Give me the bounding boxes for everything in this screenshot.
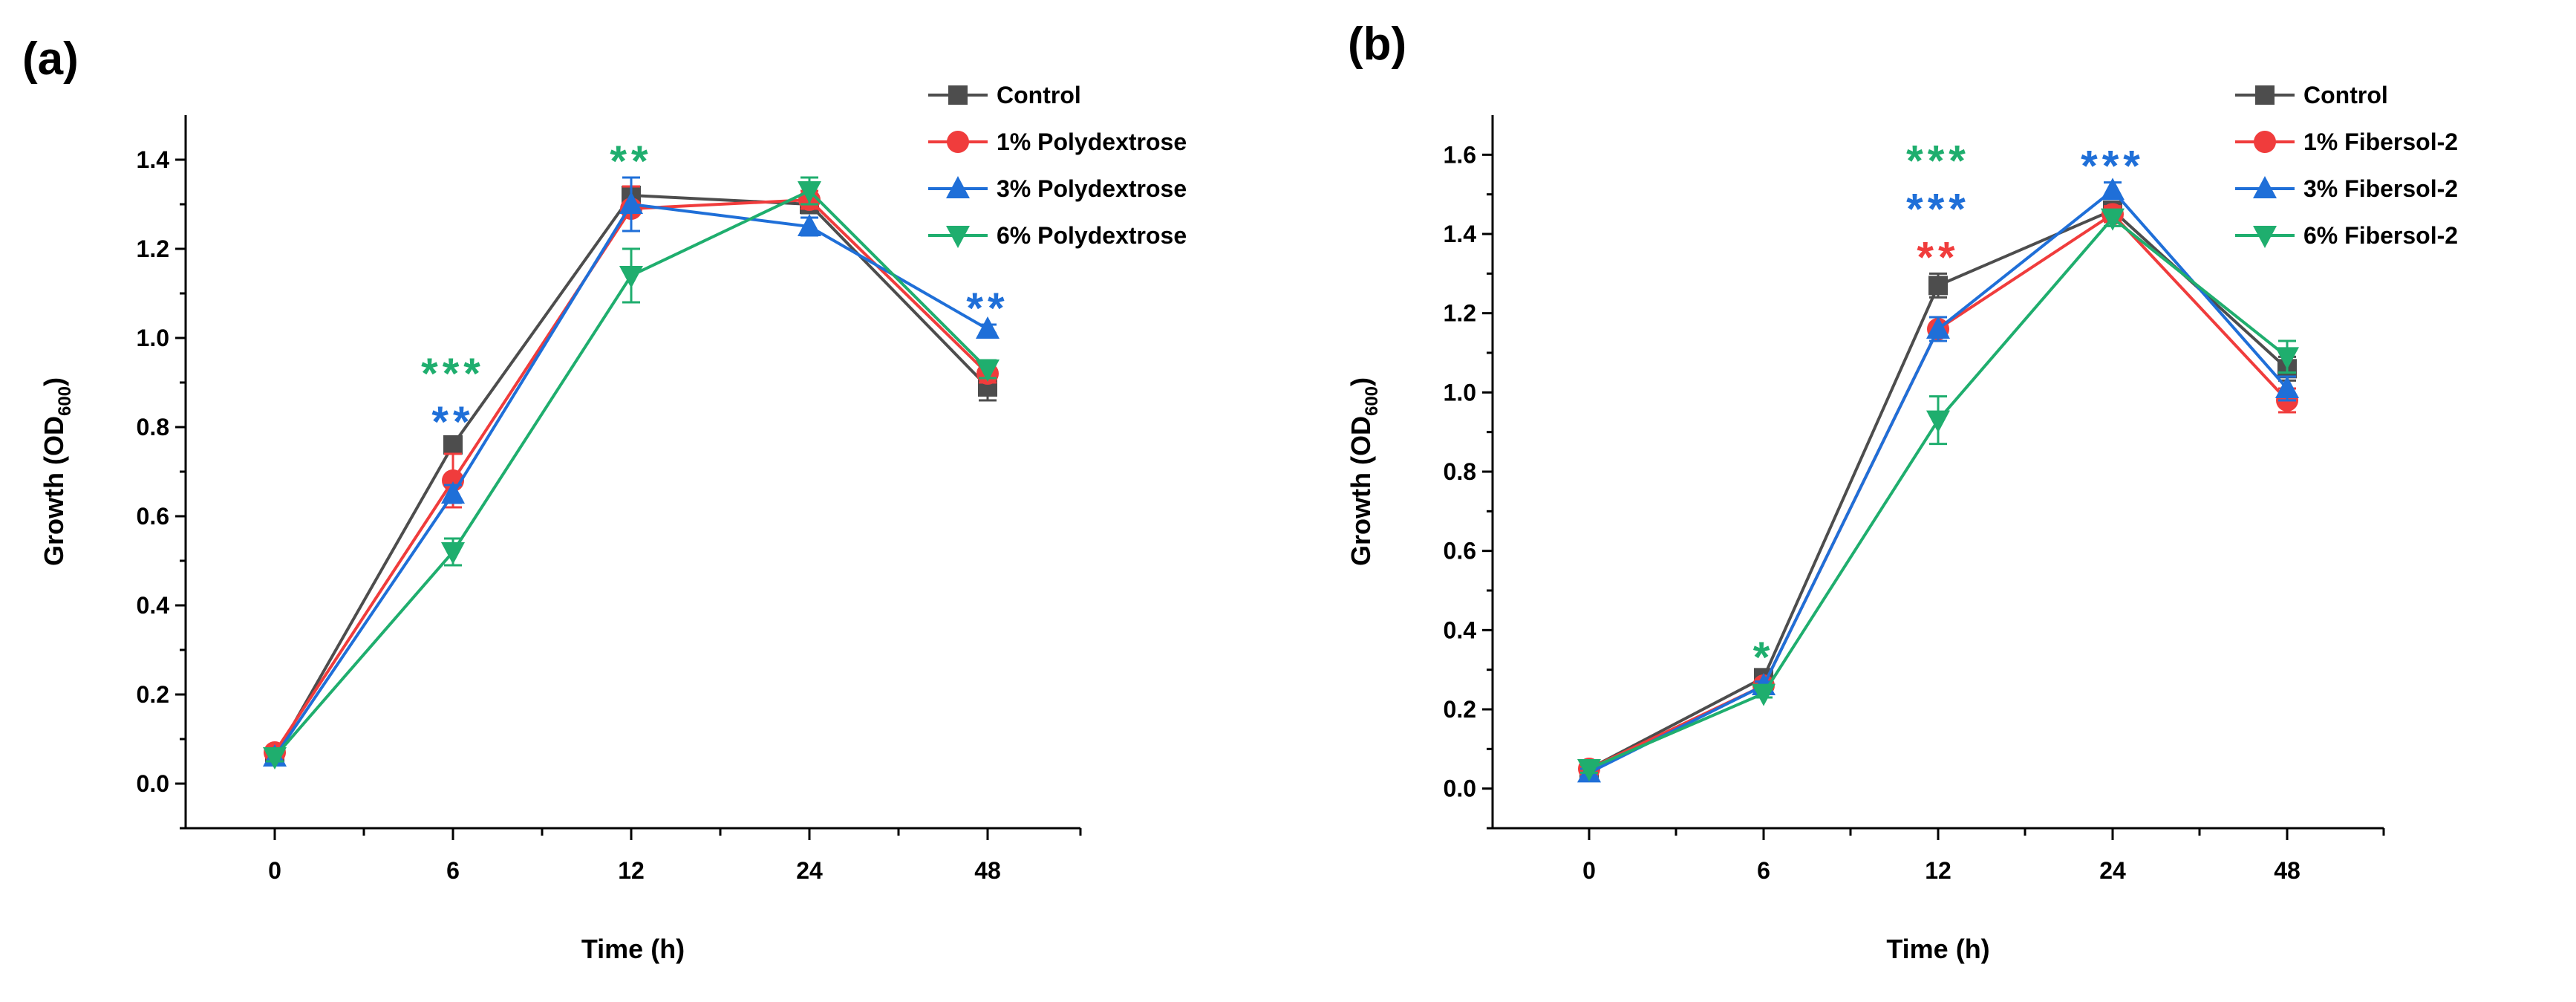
data-point	[798, 214, 821, 236]
legend-label: 3% Fibersol-2	[2303, 175, 2458, 202]
significance-stars: ***	[2081, 143, 2145, 191]
series-line	[1588, 215, 2289, 770]
legend-entry-2: 3% Fibersol-2	[2235, 175, 2458, 202]
data-point	[2275, 347, 2299, 370]
legend-marker	[2254, 131, 2276, 153]
significance-stars: **	[1917, 233, 1959, 282]
panel-label: (b)	[1348, 19, 1406, 70]
legend-marker	[2253, 176, 2277, 198]
significance-stars: ***	[1906, 137, 1970, 185]
legend-entry-1: 1% Fibersol-2	[2235, 128, 2458, 155]
y-tick-label: 0.4	[137, 592, 170, 619]
x-axis-title: Time (h)	[581, 934, 685, 964]
x-tick-label: 48	[974, 857, 1001, 884]
x-tick-label: 0	[268, 857, 281, 884]
data-point	[441, 481, 465, 504]
data-point	[619, 266, 643, 288]
series-3	[263, 176, 1000, 770]
y-tick-label: 1.0	[1444, 379, 1476, 406]
y-tick-label: 0.2	[1444, 696, 1476, 723]
y-tick-label: 0.8	[1444, 458, 1476, 485]
y-tick-label: 0.4	[1444, 617, 1477, 643]
data-point	[263, 747, 287, 770]
y-tick-label: 0.0	[137, 770, 169, 797]
y-tick-label: 0.0	[1444, 775, 1476, 802]
series-0	[1579, 201, 2297, 778]
y-axis-title-close: )	[39, 377, 69, 386]
significance-stars: ***	[421, 350, 485, 398]
data-point	[976, 360, 1000, 382]
panel-a: (a) 0.0 0.2 0.4 0.6 0.8 1.0 1.2 1.4 0 6 12 24 48 Time …	[22, 33, 1187, 964]
panel-label: (a)	[22, 33, 79, 85]
x-tick-label: 6	[1757, 857, 1770, 884]
legend-marker	[946, 176, 970, 198]
data-point	[443, 435, 463, 455]
y-tick-label: 0.8	[137, 414, 169, 440]
significance-stars: **	[431, 398, 474, 446]
legend-entry-0: Control	[2235, 82, 2388, 108]
y-tick-label: 1.0	[137, 325, 169, 351]
x-tick-label: 12	[1925, 857, 1951, 884]
data-point	[619, 192, 643, 214]
y-axis-title-main: Growth (OD	[39, 416, 69, 566]
data-point	[441, 542, 465, 565]
significance-stars: **	[966, 284, 1008, 333]
y-axis-title-close: )	[1346, 377, 1376, 386]
legend-marker	[2255, 85, 2275, 105]
legend-label: 1% Fibersol-2	[2303, 128, 2458, 155]
legend-label: 6% Fibersol-2	[2303, 222, 2458, 249]
x-tick-label: 48	[2274, 857, 2301, 884]
legend-entry-0: Control	[928, 82, 1081, 108]
legend-entry-3: 6% Polydextrose	[928, 222, 1187, 249]
data-point	[1926, 410, 1950, 433]
significance-stars: ***	[1906, 185, 1970, 233]
panel-b: (b) 0.0 0.2 0.4 0.6 0.8 1.0 1.2 1.4 1.6 0 6 12 24 48 Ti…	[1346, 19, 2458, 964]
series-3	[1577, 208, 2299, 781]
legend-label: Control	[2303, 82, 2388, 108]
y-tick-label: 1.2	[1444, 300, 1476, 327]
x-tick-label: 24	[796, 857, 823, 884]
y-tick-label: 0.6	[137, 503, 169, 530]
legend-entry-3: 6% Fibersol-2	[2235, 222, 2458, 249]
y-tick-label: 0.6	[1444, 538, 1476, 565]
y-tick-label: 1.4	[137, 146, 170, 173]
y-axis-title-main: Growth (OD	[1346, 416, 1376, 566]
legend-entry-1: 1% Polydextrose	[928, 128, 1187, 155]
legend-marker	[947, 131, 969, 153]
y-tick-label: 1.4	[1444, 221, 1477, 247]
data-point	[2101, 208, 2125, 231]
data-point	[2101, 178, 2125, 201]
legend-marker	[948, 85, 968, 105]
legend-entry-2: 3% Polydextrose	[928, 175, 1187, 202]
legend-label: 6% Polydextrose	[997, 222, 1187, 249]
legend-marker	[2253, 226, 2277, 248]
data-point	[2275, 376, 2299, 398]
significance-stars: *	[1753, 634, 1775, 682]
y-tick-label: 1.2	[137, 235, 169, 262]
y-axis-title-subscript: 600	[1362, 386, 1382, 416]
x-tick-label: 6	[446, 857, 460, 884]
x-tick-label: 12	[618, 857, 645, 884]
y-axis-title: Growth (OD600)	[1346, 377, 1382, 566]
legend-label: 1% Polydextrose	[997, 128, 1187, 155]
y-axis-title-subscript: 600	[55, 386, 75, 416]
data-point	[1752, 683, 1776, 706]
y-axis-title: Growth (OD600)	[39, 377, 75, 566]
data-point	[1928, 276, 1948, 296]
x-tick-label: 24	[2099, 857, 2126, 884]
x-tick-label: 0	[1582, 857, 1596, 884]
legend-marker	[946, 226, 970, 248]
y-tick-label: 1.6	[1444, 141, 1476, 168]
legend-label: 3% Polydextrose	[997, 175, 1187, 202]
data-point	[976, 316, 1000, 339]
data-point	[1926, 316, 1950, 339]
significance-stars: **	[610, 137, 652, 186]
x-axis-title: Time (h)	[1886, 934, 1989, 964]
data-point	[798, 181, 821, 204]
y-tick-label: 0.2	[137, 681, 169, 708]
data-point	[1577, 759, 1601, 781]
legend-label: Control	[997, 82, 1081, 108]
